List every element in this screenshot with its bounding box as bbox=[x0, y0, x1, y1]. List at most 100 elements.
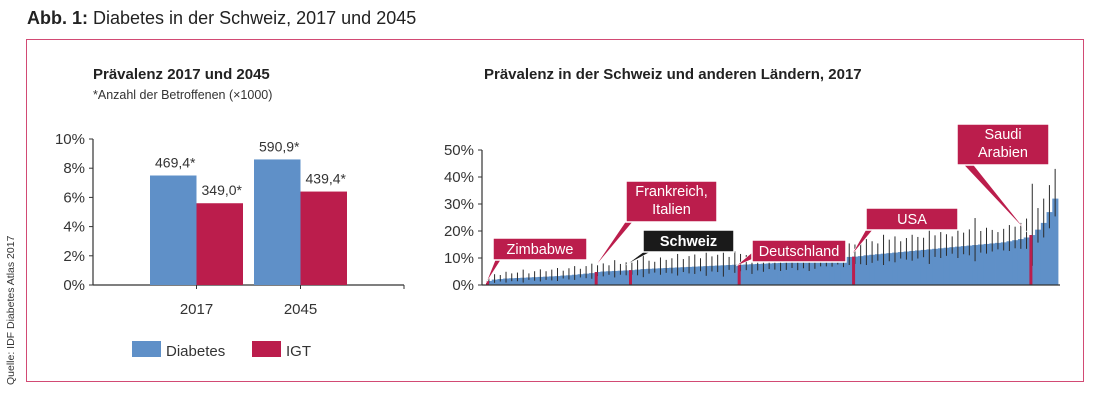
country-bar bbox=[588, 273, 596, 285]
left-y-tick-label: 4% bbox=[63, 219, 85, 236]
country-bar bbox=[977, 244, 985, 285]
country-bar bbox=[983, 243, 990, 285]
country-bar bbox=[846, 256, 853, 285]
figure-title-text: Diabetes in der Schweiz, 2017 und 2045 bbox=[93, 8, 417, 28]
country-bar bbox=[726, 265, 733, 285]
country-bar bbox=[686, 266, 693, 285]
country-bar bbox=[777, 262, 784, 285]
bar-igt-2045 bbox=[300, 191, 347, 285]
country-bar bbox=[874, 254, 882, 285]
country-bar bbox=[955, 246, 962, 285]
country-bar bbox=[697, 266, 704, 285]
country-bar bbox=[548, 276, 556, 285]
country-bar bbox=[617, 270, 624, 285]
legend-swatch-igt bbox=[252, 341, 281, 357]
country-bar bbox=[629, 270, 636, 285]
country-bar bbox=[560, 275, 567, 285]
right-y-tick-label: 50% bbox=[444, 142, 474, 159]
callout-schweiz-label: Schweiz bbox=[660, 234, 717, 250]
callout-saudi-pointer bbox=[961, 162, 1028, 233]
callout-saudi-label: Saudi bbox=[984, 127, 1021, 143]
callout-zimbabwe-label: Zimbabwe bbox=[507, 242, 574, 258]
country-bar bbox=[674, 267, 681, 285]
left-y-tick-label: 6% bbox=[63, 189, 85, 206]
left-x-tick-label: 2017 bbox=[180, 301, 213, 318]
country-bar bbox=[566, 275, 573, 285]
bar-diabetes-2045 bbox=[254, 159, 301, 285]
callout-saudi-box bbox=[956, 123, 1050, 166]
callout-frankreich-label: Frankreich, bbox=[635, 184, 708, 200]
country-bar bbox=[634, 269, 641, 285]
highlight-bar-zimbabwe bbox=[486, 280, 489, 285]
country-bar bbox=[1000, 242, 1007, 285]
left-y-tick-label: 8% bbox=[63, 160, 85, 177]
country-bar bbox=[583, 273, 590, 285]
country-bar bbox=[863, 255, 870, 285]
country-bar bbox=[651, 268, 658, 285]
callout-frankreich-label: Italien bbox=[652, 202, 691, 218]
country-bar bbox=[869, 254, 876, 285]
country-bar bbox=[966, 245, 973, 285]
country-bar bbox=[646, 268, 653, 285]
country-bar bbox=[714, 265, 721, 285]
country-bar bbox=[1040, 222, 1047, 285]
country-bar bbox=[680, 267, 687, 285]
country-bar bbox=[852, 256, 859, 285]
country-bar bbox=[995, 242, 1002, 285]
country-bar bbox=[960, 246, 967, 285]
country-bar bbox=[731, 264, 739, 285]
country-bar bbox=[669, 267, 676, 285]
country-bar bbox=[880, 253, 887, 285]
bar-igt-2017 bbox=[196, 203, 243, 285]
country-bar bbox=[1052, 198, 1059, 285]
callout-deutschland-label: Deutschland bbox=[759, 244, 840, 260]
country-bar bbox=[1035, 229, 1042, 285]
country-bar bbox=[932, 248, 939, 285]
left-chart-subtitle: *Anzahl der Betroffenen (×1000) bbox=[93, 88, 273, 102]
country-bar bbox=[903, 251, 910, 285]
country-bar bbox=[577, 274, 584, 285]
country-bar bbox=[897, 252, 904, 285]
country-bar bbox=[526, 277, 533, 285]
bar-data-label: 349,0* bbox=[202, 182, 243, 198]
country-bar bbox=[989, 243, 996, 285]
country-bar bbox=[611, 270, 618, 285]
legend-label-igt: IGT bbox=[286, 343, 311, 360]
legend-label-diabetes: Diabetes bbox=[166, 343, 225, 360]
country-bar bbox=[806, 261, 813, 285]
country-bar bbox=[920, 249, 927, 285]
left-x-tick-label: 2045 bbox=[284, 301, 317, 318]
country-bar bbox=[691, 266, 699, 285]
country-bar bbox=[1046, 212, 1053, 285]
country-bar bbox=[812, 260, 819, 285]
highlight-bar-frankreich bbox=[594, 272, 598, 285]
country-bar bbox=[937, 248, 944, 285]
country-bar bbox=[760, 263, 767, 285]
country-bar bbox=[623, 270, 630, 285]
left-y-tick-label: 2% bbox=[63, 248, 85, 265]
country-bar bbox=[817, 259, 824, 285]
country-bar bbox=[749, 264, 756, 285]
country-bar bbox=[508, 278, 515, 285]
country-bar bbox=[514, 277, 521, 285]
country-bar bbox=[531, 277, 538, 285]
bar-data-label: 469,4* bbox=[155, 155, 196, 171]
country-bar bbox=[857, 256, 864, 285]
country-bar bbox=[600, 271, 607, 285]
country-bar bbox=[892, 252, 899, 285]
country-bar bbox=[709, 265, 716, 285]
country-bar bbox=[794, 262, 801, 285]
bar-data-label: 439,4* bbox=[306, 171, 347, 187]
country-bar bbox=[497, 279, 504, 285]
country-bar bbox=[772, 263, 779, 285]
figure-title: Abb. 1: Diabetes in der Schweiz, 2017 un… bbox=[27, 8, 416, 29]
country-bar bbox=[823, 259, 830, 285]
bar-diabetes-2017 bbox=[150, 175, 197, 285]
callout-schweiz-box bbox=[642, 229, 735, 253]
highlight-bar-saudi bbox=[1029, 235, 1033, 285]
legend-swatch-diabetes bbox=[132, 341, 161, 357]
country-bar bbox=[943, 247, 950, 285]
bar-data-label: 590,9* bbox=[259, 138, 300, 154]
callout-usa-box bbox=[865, 207, 959, 231]
